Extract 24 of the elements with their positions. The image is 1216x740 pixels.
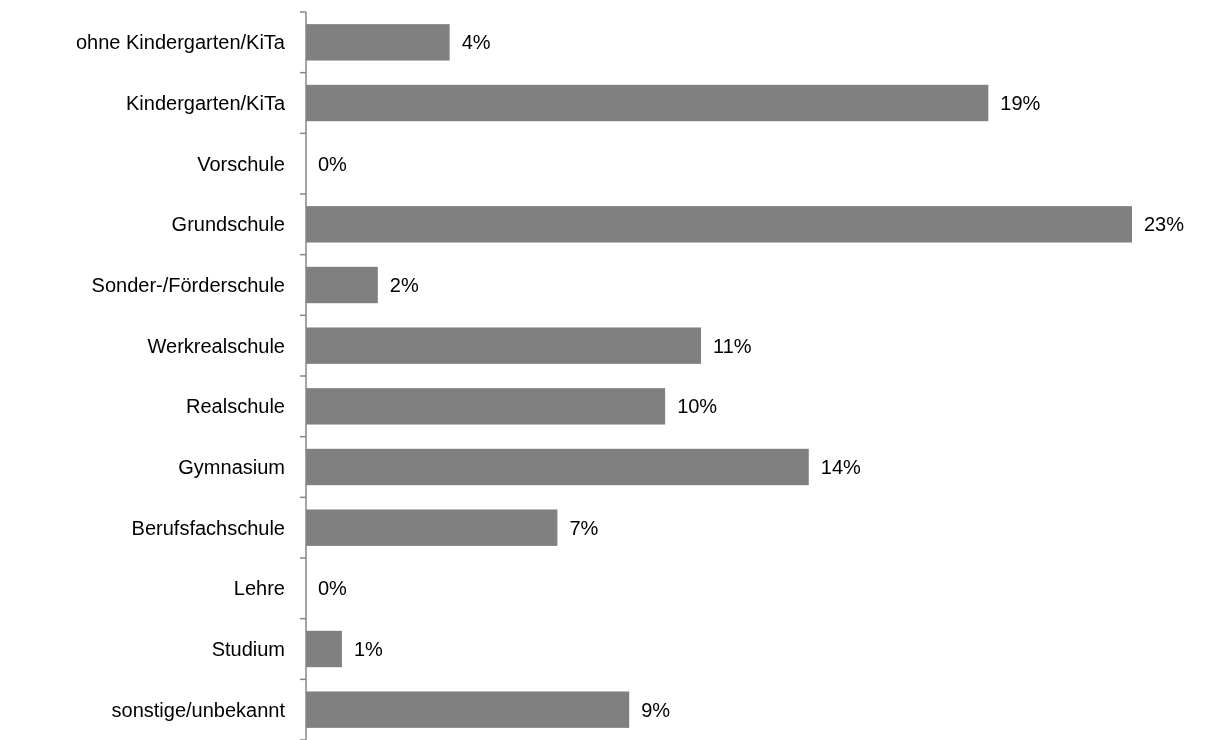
data-label: 23%: [1144, 213, 1185, 236]
data-label: 19%: [1000, 92, 1041, 114]
y-tick-label: Gymnasium: [178, 456, 285, 478]
y-tick-label: Lehre: [233, 577, 285, 600]
data-label: 1%: [353, 638, 384, 660]
y-tick-label: Vorschule: [197, 152, 285, 175]
y-tick-label: Berufsfachschule: [131, 516, 285, 539]
y-tick-label: Kindergarten/KiTa: [126, 92, 286, 114]
data-label: 7%: [569, 516, 599, 539]
data-label: 0%: [318, 577, 348, 600]
data-label: 11%: [713, 334, 752, 357]
data-label: 9%: [641, 698, 671, 721]
y-tick-label: Studium: [211, 638, 285, 660]
y-tick-label: ohne Kindergarten/KiTa: [75, 31, 286, 54]
y-tick-label: Realschule: [186, 395, 285, 418]
data-label: 0%: [318, 152, 348, 175]
y-tick-label: Grundschule: [171, 213, 285, 236]
data-label: 2%: [389, 274, 419, 296]
y-tick-label: sonstige/unbekannt: [111, 698, 286, 721]
data-label: 4%: [461, 31, 491, 54]
data-label: 10%: [677, 395, 718, 418]
y-tick-label: Werkrealschule: [147, 334, 285, 357]
data-label: 14%: [820, 456, 862, 478]
y-tick-label: Sonder-/Förderschule: [91, 274, 285, 296]
